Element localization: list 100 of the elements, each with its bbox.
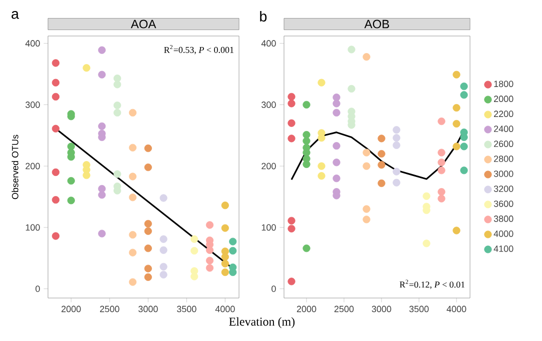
legend-label: 3000 <box>494 170 514 177</box>
point <box>114 170 122 178</box>
point <box>332 174 340 182</box>
point <box>190 235 198 243</box>
point <box>128 144 137 152</box>
point <box>348 84 356 93</box>
point <box>98 230 106 238</box>
point <box>128 172 137 180</box>
y-tick-label: 100 <box>26 224 40 231</box>
point <box>302 244 310 252</box>
point <box>318 162 326 170</box>
point <box>438 117 446 126</box>
point <box>452 70 460 78</box>
x-tick-label: 4000 <box>446 306 466 312</box>
point <box>332 100 340 108</box>
y-tick-label: 400 <box>261 40 276 47</box>
y-tick-label: 100 <box>262 224 276 231</box>
point <box>460 142 468 150</box>
point <box>144 273 152 281</box>
point <box>52 232 60 240</box>
point <box>288 92 296 101</box>
point <box>114 102 122 110</box>
point <box>348 46 356 54</box>
point <box>332 158 340 166</box>
x-tick-label: 3500 <box>409 306 429 312</box>
y-tick-label: 300 <box>262 102 276 108</box>
x-tick-label: 2000 <box>296 306 316 312</box>
point <box>190 246 198 255</box>
point <box>144 244 152 252</box>
x-tick-label: 3000 <box>372 306 392 312</box>
point <box>392 126 400 134</box>
point <box>52 78 60 86</box>
point <box>378 134 386 142</box>
point <box>288 278 296 286</box>
annotation: R$^{2}$=0.53, P < 0.001 <box>164 45 234 54</box>
x-tick-label: 2000 <box>62 306 81 312</box>
legend-label: 3800 <box>494 216 514 222</box>
point <box>206 264 214 272</box>
point <box>67 142 75 150</box>
text: b <box>260 11 267 22</box>
point <box>144 220 152 228</box>
point <box>206 256 214 264</box>
point <box>52 124 60 132</box>
point <box>288 100 296 108</box>
point <box>98 70 106 78</box>
point <box>144 227 152 235</box>
point <box>98 46 106 54</box>
y-axis-title: Observed OTUs <box>12 134 18 200</box>
point <box>460 82 468 90</box>
x-tick-label: 3000 <box>138 306 158 312</box>
text: a <box>12 11 20 19</box>
point <box>221 253 229 261</box>
point <box>318 172 326 180</box>
point <box>362 216 370 224</box>
point <box>221 260 229 268</box>
point <box>128 108 137 116</box>
x-tick-label: 4000 <box>215 306 235 312</box>
legend-label: 3200 <box>494 186 514 192</box>
point <box>302 137 310 145</box>
x-axis-title: Elevation (m) <box>229 317 295 328</box>
point <box>52 59 60 67</box>
y-tick-label: 200 <box>26 162 40 170</box>
y-tick-label: 0 <box>272 286 276 292</box>
point <box>318 78 326 86</box>
point <box>98 122 106 130</box>
point <box>144 264 152 272</box>
point <box>114 80 122 88</box>
point <box>362 148 370 156</box>
point <box>190 272 198 280</box>
point <box>288 216 296 224</box>
point <box>452 226 460 234</box>
point <box>229 246 237 255</box>
x-tick-label: 2500 <box>100 306 120 312</box>
point <box>422 192 430 200</box>
legend-label: 2000 <box>494 96 514 102</box>
point <box>460 166 468 174</box>
legend-label: 2200 <box>494 110 514 118</box>
point <box>160 194 168 202</box>
legend-label: 3600 <box>494 200 514 207</box>
point <box>52 196 60 204</box>
point <box>206 246 214 254</box>
point <box>160 262 168 271</box>
point <box>128 248 137 256</box>
point <box>206 221 214 229</box>
point <box>221 224 229 232</box>
point <box>438 158 446 166</box>
point <box>229 238 237 246</box>
point <box>452 142 460 150</box>
point <box>392 134 400 142</box>
point <box>128 194 137 202</box>
legend-label: 4100 <box>494 246 514 252</box>
point <box>98 191 106 199</box>
point <box>52 92 60 101</box>
point <box>128 278 137 286</box>
point <box>67 196 75 204</box>
point <box>160 235 168 243</box>
point <box>318 134 326 142</box>
point <box>392 178 400 186</box>
y-tick-label: 0 <box>36 286 40 292</box>
point <box>160 246 168 254</box>
